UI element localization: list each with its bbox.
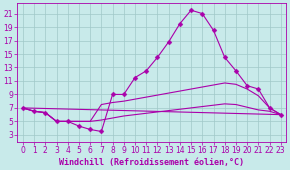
X-axis label: Windchill (Refroidissement éolien,°C): Windchill (Refroidissement éolien,°C) xyxy=(59,158,244,167)
